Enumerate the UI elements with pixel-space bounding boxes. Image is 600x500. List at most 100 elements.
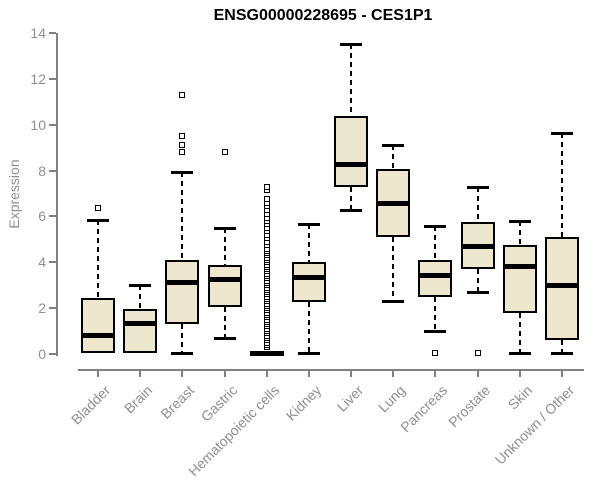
x-tick <box>265 369 268 377</box>
box <box>207 264 242 307</box>
median-line <box>291 275 326 281</box>
lower-whisker <box>560 340 563 353</box>
lower-whisker <box>434 296 437 332</box>
upper-whisker-cap <box>424 224 447 228</box>
median-line <box>165 279 200 285</box>
median-line <box>207 277 242 283</box>
upper-whisker <box>307 224 310 263</box>
lower-whisker <box>350 186 353 210</box>
lower-whisker <box>223 306 226 338</box>
lower-whisker-cap <box>424 330 447 334</box>
lower-whisker-cap <box>340 208 363 212</box>
x-tick <box>97 369 99 377</box>
box <box>334 115 369 187</box>
upper-whisker-cap <box>87 218 109 222</box>
upper-whisker <box>350 44 353 116</box>
y-tick-label: 10 <box>30 116 46 133</box>
lower-whisker-cap <box>213 336 236 340</box>
box <box>502 245 537 313</box>
upper-whisker <box>434 225 437 260</box>
y-tick <box>49 32 56 34</box>
median-line <box>81 332 115 338</box>
outlier-point <box>263 183 270 190</box>
box <box>123 309 158 353</box>
outlier-point <box>432 349 439 356</box>
lower-whisker-cap <box>382 300 405 304</box>
outlier-point <box>179 133 186 140</box>
lower-whisker <box>518 312 521 353</box>
x-tick <box>350 369 353 377</box>
lower-whisker <box>181 324 184 353</box>
box <box>165 259 200 325</box>
upper-whisker <box>181 171 184 260</box>
x-tick <box>518 369 521 377</box>
y-tick <box>49 123 56 126</box>
median-line <box>502 263 537 269</box>
y-axis-line <box>56 33 58 356</box>
x-tick <box>139 369 142 377</box>
y-tick-label: 14 <box>30 25 46 41</box>
upper-whisker <box>392 145 395 170</box>
x-tick <box>307 369 310 377</box>
outlier-point <box>179 91 186 98</box>
lower-whisker-cap <box>297 351 320 355</box>
y-tick <box>49 77 56 80</box>
outlier-point <box>221 149 228 156</box>
median-line <box>249 350 284 356</box>
y-tick <box>49 353 56 355</box>
x-tick <box>476 369 479 377</box>
median-line <box>544 283 579 289</box>
y-tick <box>49 215 56 218</box>
box <box>81 297 115 353</box>
x-tick <box>560 369 563 377</box>
upper-whisker-cap <box>129 284 152 288</box>
upper-whisker <box>476 186 479 223</box>
median-line <box>334 161 369 167</box>
upper-whisker <box>518 221 521 246</box>
x-tick <box>181 369 184 377</box>
y-tick-label: 0 <box>38 346 46 362</box>
lower-whisker <box>392 237 395 302</box>
lower-whisker <box>307 302 310 353</box>
outlier-point <box>263 196 270 203</box>
outlier-point <box>474 349 481 356</box>
box <box>291 262 326 303</box>
upper-whisker-cap <box>213 226 236 230</box>
upper-whisker-cap <box>550 131 573 135</box>
y-tick <box>49 261 56 264</box>
x-tick <box>434 369 437 377</box>
y-tick-label: 6 <box>38 208 46 225</box>
x-tick <box>392 369 395 377</box>
upper-whisker-cap <box>382 144 405 148</box>
upper-whisker <box>97 219 99 298</box>
upper-whisker-cap <box>466 185 489 189</box>
upper-whisker-cap <box>508 220 531 223</box>
upper-whisker <box>139 285 142 310</box>
chart-title: ENSG00000228695 - CES1P1 <box>213 7 433 24</box>
x-tick <box>223 369 226 377</box>
y-tick-label: 2 <box>38 300 46 317</box>
median-line <box>376 200 411 206</box>
upper-whisker-cap <box>297 223 320 227</box>
lower-whisker-cap <box>550 351 573 355</box>
lower-whisker <box>476 269 479 293</box>
median-line <box>123 321 158 327</box>
y-tick-label: 8 <box>38 162 46 179</box>
y-tick <box>49 307 56 310</box>
outlier-point <box>179 142 186 149</box>
x-axis-line <box>78 369 584 371</box>
upper-whisker <box>560 132 563 238</box>
y-tick <box>49 169 56 172</box>
lower-whisker-cap <box>466 291 489 295</box>
upper-whisker <box>223 227 226 265</box>
outlier-point <box>95 205 101 212</box>
lower-whisker-cap <box>171 351 194 355</box>
median-line <box>460 244 495 250</box>
y-tick-label: 4 <box>38 254 46 271</box>
lower-whisker-cap <box>508 351 531 355</box>
box <box>544 237 579 341</box>
box <box>418 259 453 297</box>
upper-whisker-cap <box>340 43 363 47</box>
